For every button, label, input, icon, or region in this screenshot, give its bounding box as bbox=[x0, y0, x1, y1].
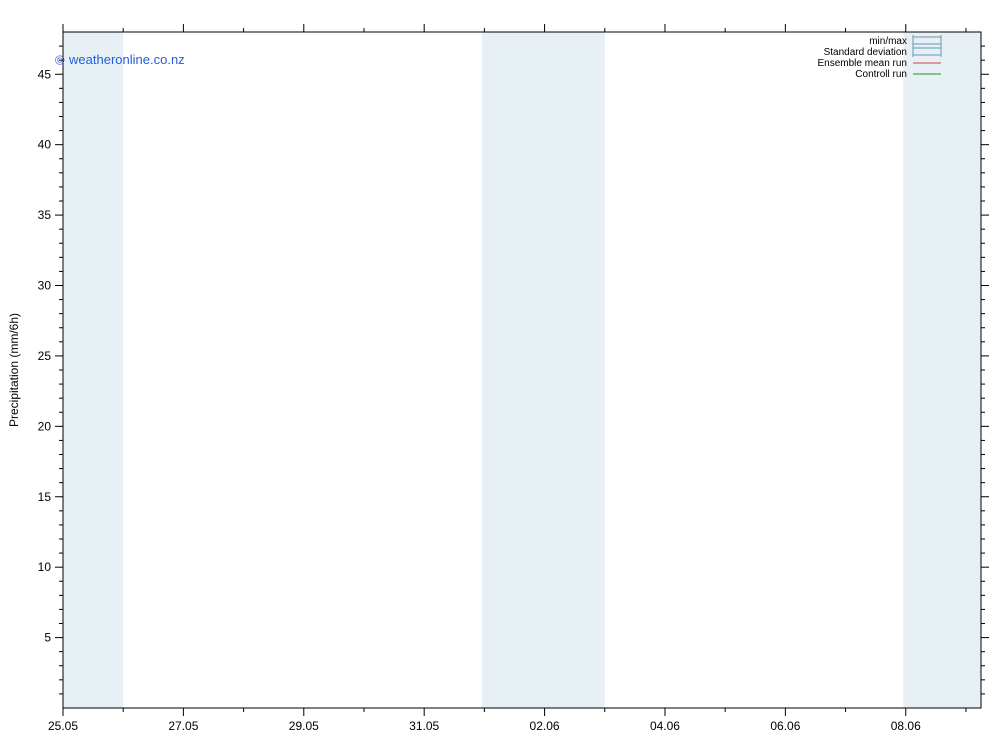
chart-root: CMC-ENS Time Series Diyarbakır Fr. 24.05… bbox=[0, 0, 1000, 733]
svg-text:29.05: 29.05 bbox=[289, 719, 319, 733]
attribution-text: weatheronline.co.nz bbox=[69, 52, 185, 67]
svg-text:08.06: 08.06 bbox=[891, 719, 921, 733]
svg-text:Controll run: Controll run bbox=[855, 69, 907, 80]
svg-text:25: 25 bbox=[38, 349, 52, 363]
svg-text:30: 30 bbox=[38, 279, 52, 293]
svg-text:5: 5 bbox=[44, 631, 51, 645]
svg-text:15: 15 bbox=[38, 490, 52, 504]
svg-text:04.06: 04.06 bbox=[650, 719, 680, 733]
svg-text:27.05: 27.05 bbox=[168, 719, 198, 733]
svg-text:min/max: min/max bbox=[869, 36, 907, 47]
svg-text:20: 20 bbox=[38, 419, 52, 433]
y-axis-label: Precipitation (mm/6h) bbox=[7, 313, 21, 427]
svg-text:25.05: 25.05 bbox=[48, 719, 78, 733]
svg-text:45: 45 bbox=[38, 67, 52, 81]
svg-text:40: 40 bbox=[38, 138, 52, 152]
chart-svg: 5 10 15 20 25 30 35 40 45 Precipitation (mm/6h) 25… bbox=[0, 0, 1000, 733]
svg-text:02.06: 02.06 bbox=[530, 719, 560, 733]
svg-text:Ensemble mean run: Ensemble mean run bbox=[818, 58, 908, 69]
svg-text:Standard deviation: Standard deviation bbox=[824, 47, 907, 58]
svg-text:31.05: 31.05 bbox=[409, 719, 439, 733]
copyright-icon: © bbox=[55, 52, 65, 67]
svg-text:35: 35 bbox=[38, 208, 52, 222]
svg-text:10: 10 bbox=[38, 560, 52, 574]
svg-text:06.06: 06.06 bbox=[770, 719, 800, 733]
attribution: © weatheronline.co.nz bbox=[55, 51, 185, 69]
